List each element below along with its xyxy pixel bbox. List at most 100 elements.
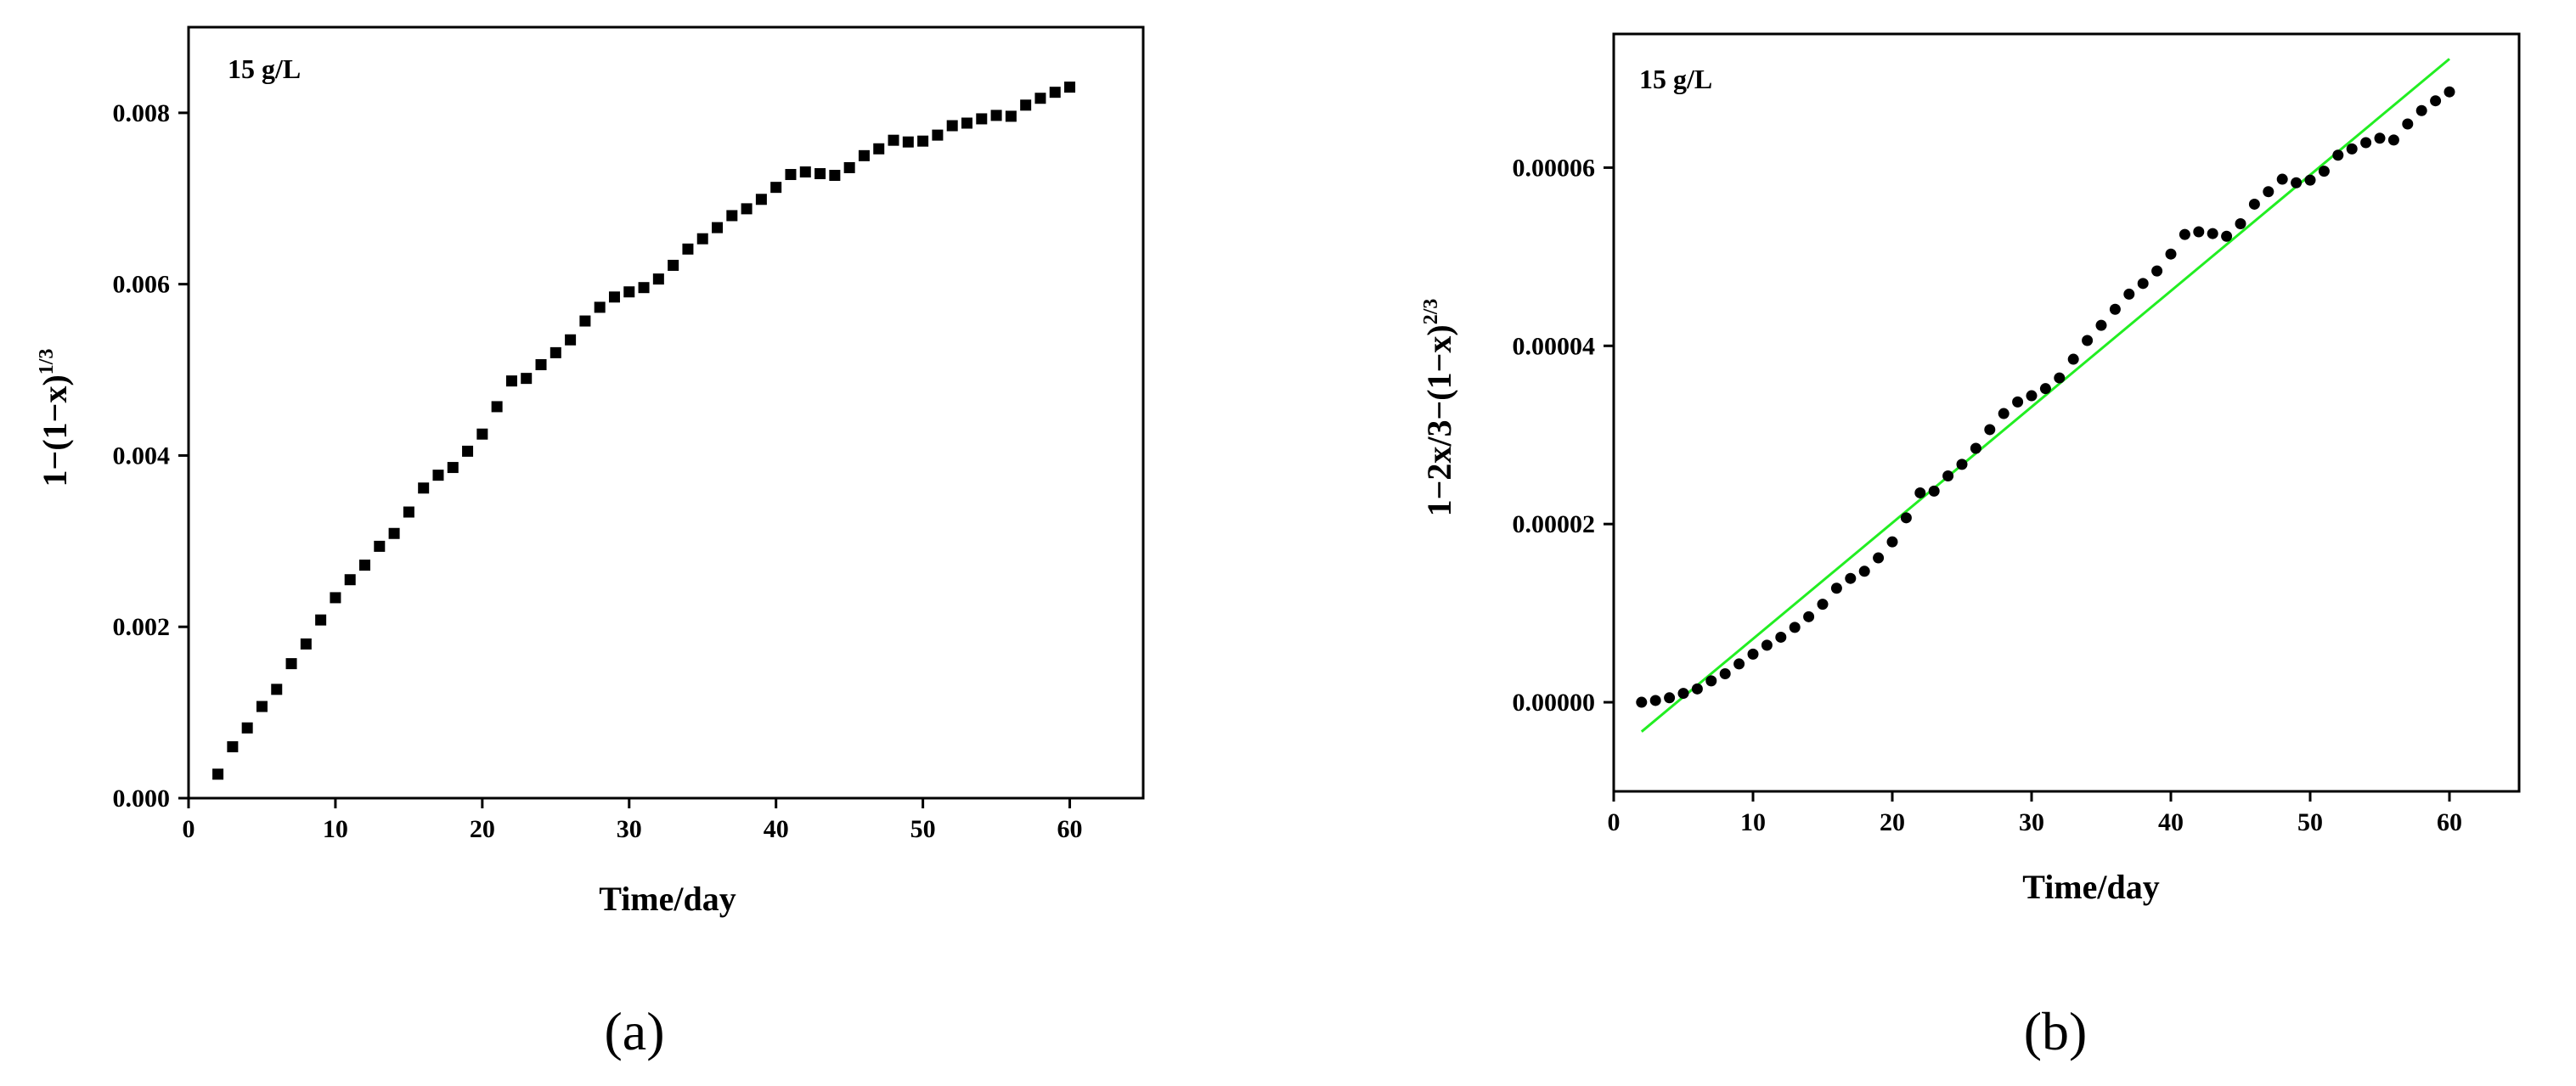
panel-a-y-axis-title-main: 1−(1−x): [36, 374, 74, 487]
panel-b-data-point: [2067, 353, 2079, 365]
panel-a-data-point: [315, 614, 327, 626]
panel-a-data-point: [227, 740, 239, 752]
panel-a-data-point: [550, 346, 561, 358]
panel-a-data-point: [668, 259, 679, 271]
panel-b-y-axis-title: 1−2x/3−(1−x)2/3: [1420, 299, 1458, 517]
panel-a-data-point: [932, 129, 944, 141]
panel-a-data-point: [535, 359, 547, 371]
panel-a-data-point: [462, 445, 474, 457]
panel-b-data-point: [1858, 566, 1870, 577]
panel-a-data-point: [888, 134, 899, 146]
panel-b-data-point: [1803, 611, 1815, 622]
panel-b-data-point: [1817, 599, 1829, 611]
panel-b-data-point: [2430, 95, 2442, 107]
panel-b-data-point: [1998, 408, 2010, 419]
panel-a-data-point: [212, 768, 224, 780]
panel-b-x-tick-label: 30: [2019, 808, 2044, 836]
panel-a-data-point: [374, 540, 386, 552]
panel-b-data-point: [2263, 186, 2274, 198]
panel-a-data-point: [359, 560, 371, 571]
panel-a-data-point: [579, 315, 591, 327]
panel-a-data-point: [241, 722, 253, 734]
panel-a-data-point: [726, 210, 738, 222]
panel-a-x-tick-label: 50: [910, 815, 936, 843]
panel-a-data-point: [696, 233, 708, 245]
panel-a-x-tick-label: 60: [1057, 815, 1083, 843]
panel-b-data-point: [1677, 688, 1689, 700]
panel-b-data-point: [1789, 622, 1801, 633]
panel-a-data-point: [741, 203, 753, 215]
panel-b-data-point: [2207, 228, 2218, 239]
panel-b-x-tick-label: 50: [2297, 808, 2323, 836]
panel-a-data-point: [638, 282, 650, 294]
panel-b-data-point: [2276, 173, 2288, 185]
panel-a-data-point: [652, 273, 664, 285]
panel-b-y-tick-label: 0.00004: [1513, 332, 1596, 360]
panel-a-data-point: [1005, 110, 1017, 122]
panel-b-data-point: [2193, 226, 2205, 238]
panel-b-data-point: [2415, 104, 2427, 116]
panel-a-data-point: [300, 638, 312, 650]
panel-a-data-point: [858, 149, 870, 161]
panel-a-data-point: [1020, 99, 1032, 111]
panel-a-x-tick-label: 10: [323, 815, 348, 843]
panel-b-data-point: [2304, 174, 2316, 186]
panel-b-data-point: [2318, 166, 2330, 177]
panel-a-x-tick-label: 40: [764, 815, 789, 843]
panel-b-y-tick-label: 0.00002: [1513, 510, 1596, 538]
panel-a-data-point: [403, 506, 414, 518]
panel-b-data-point: [2026, 390, 2038, 402]
panel-b-data-point: [2221, 230, 2233, 242]
panel-b-data-point: [1914, 487, 1926, 498]
panel-a-y-tick-label: 0.002: [113, 613, 171, 641]
panel-b-data-point: [1956, 459, 1968, 470]
panel-a-data-point: [256, 701, 268, 712]
panel-b-data-point: [1886, 536, 1898, 548]
panel-a-data-point: [271, 684, 283, 695]
panel-b-data-point: [2012, 396, 2024, 408]
panel-a-data-point: [344, 574, 356, 586]
panel-b-fit-line-group: [1640, 58, 2450, 733]
panel-a-data-point: [565, 334, 577, 346]
panel-b-data-point: [1636, 696, 1648, 708]
panel-a-y-tick-label: 0.004: [113, 442, 171, 470]
panel-a-data-point: [608, 291, 620, 303]
panel-a-data-point: [785, 169, 797, 181]
panel-a-data-point: [990, 110, 1002, 121]
panel-b-data-point: [2082, 335, 2094, 346]
panel-b-x-axis-title: Time/day: [2022, 868, 2160, 906]
panel-a-data-point: [873, 143, 885, 155]
panel-b-x-tick-label: 40: [2158, 808, 2184, 836]
panel-a-data-point: [623, 286, 635, 298]
svg-text:1−2x/3−(1−x)2/3: 1−2x/3−(1−x)2/3: [1420, 299, 1458, 517]
panel-b-data-point: [2402, 118, 2414, 130]
panel-b-x-tick-label: 0: [1608, 808, 1621, 836]
panel-a-data-point: [682, 243, 694, 255]
panel-b-data-point: [1719, 667, 1731, 679]
panel-b-data-point: [1830, 582, 1842, 594]
panel-a-data-point: [491, 401, 503, 413]
panel-b-data-point: [1900, 512, 1912, 524]
panel-b-data-point: [1733, 658, 1745, 670]
panel-b-data-point: [2165, 248, 2177, 260]
panel-b-data-point: [2291, 177, 2303, 189]
panel-a-data-point: [946, 120, 958, 132]
panel-b-data-point: [1845, 572, 1857, 584]
panel-b-data-point: [2387, 134, 2399, 146]
panel-b-data-point: [1984, 424, 1996, 436]
panel-b-data-point: [2054, 372, 2066, 384]
panel-a-data-point: [917, 135, 929, 147]
panel-b-data-point: [2360, 137, 2372, 149]
panel-a-data-point: [1064, 82, 1076, 93]
panel-a-data-point: [1049, 87, 1061, 98]
panel-b-y-axis-title-sup: 2/3: [1420, 299, 1442, 325]
panel-b-data-point: [1664, 692, 1676, 704]
panel-b-data-point: [1775, 631, 1787, 643]
chart-panel-a: 0 10 20 30 40 50 60 0.0000.0020.0040.0060.008 …: [36, 25, 1145, 1061]
panel-b-x-tick-label: 60: [2437, 808, 2462, 836]
panel-a-plot-frame: [187, 25, 1145, 800]
panel-a-data-point: [505, 375, 517, 387]
panel-a-data-point: [902, 136, 914, 148]
panel-a-y-tick-label: 0.000: [113, 785, 171, 813]
